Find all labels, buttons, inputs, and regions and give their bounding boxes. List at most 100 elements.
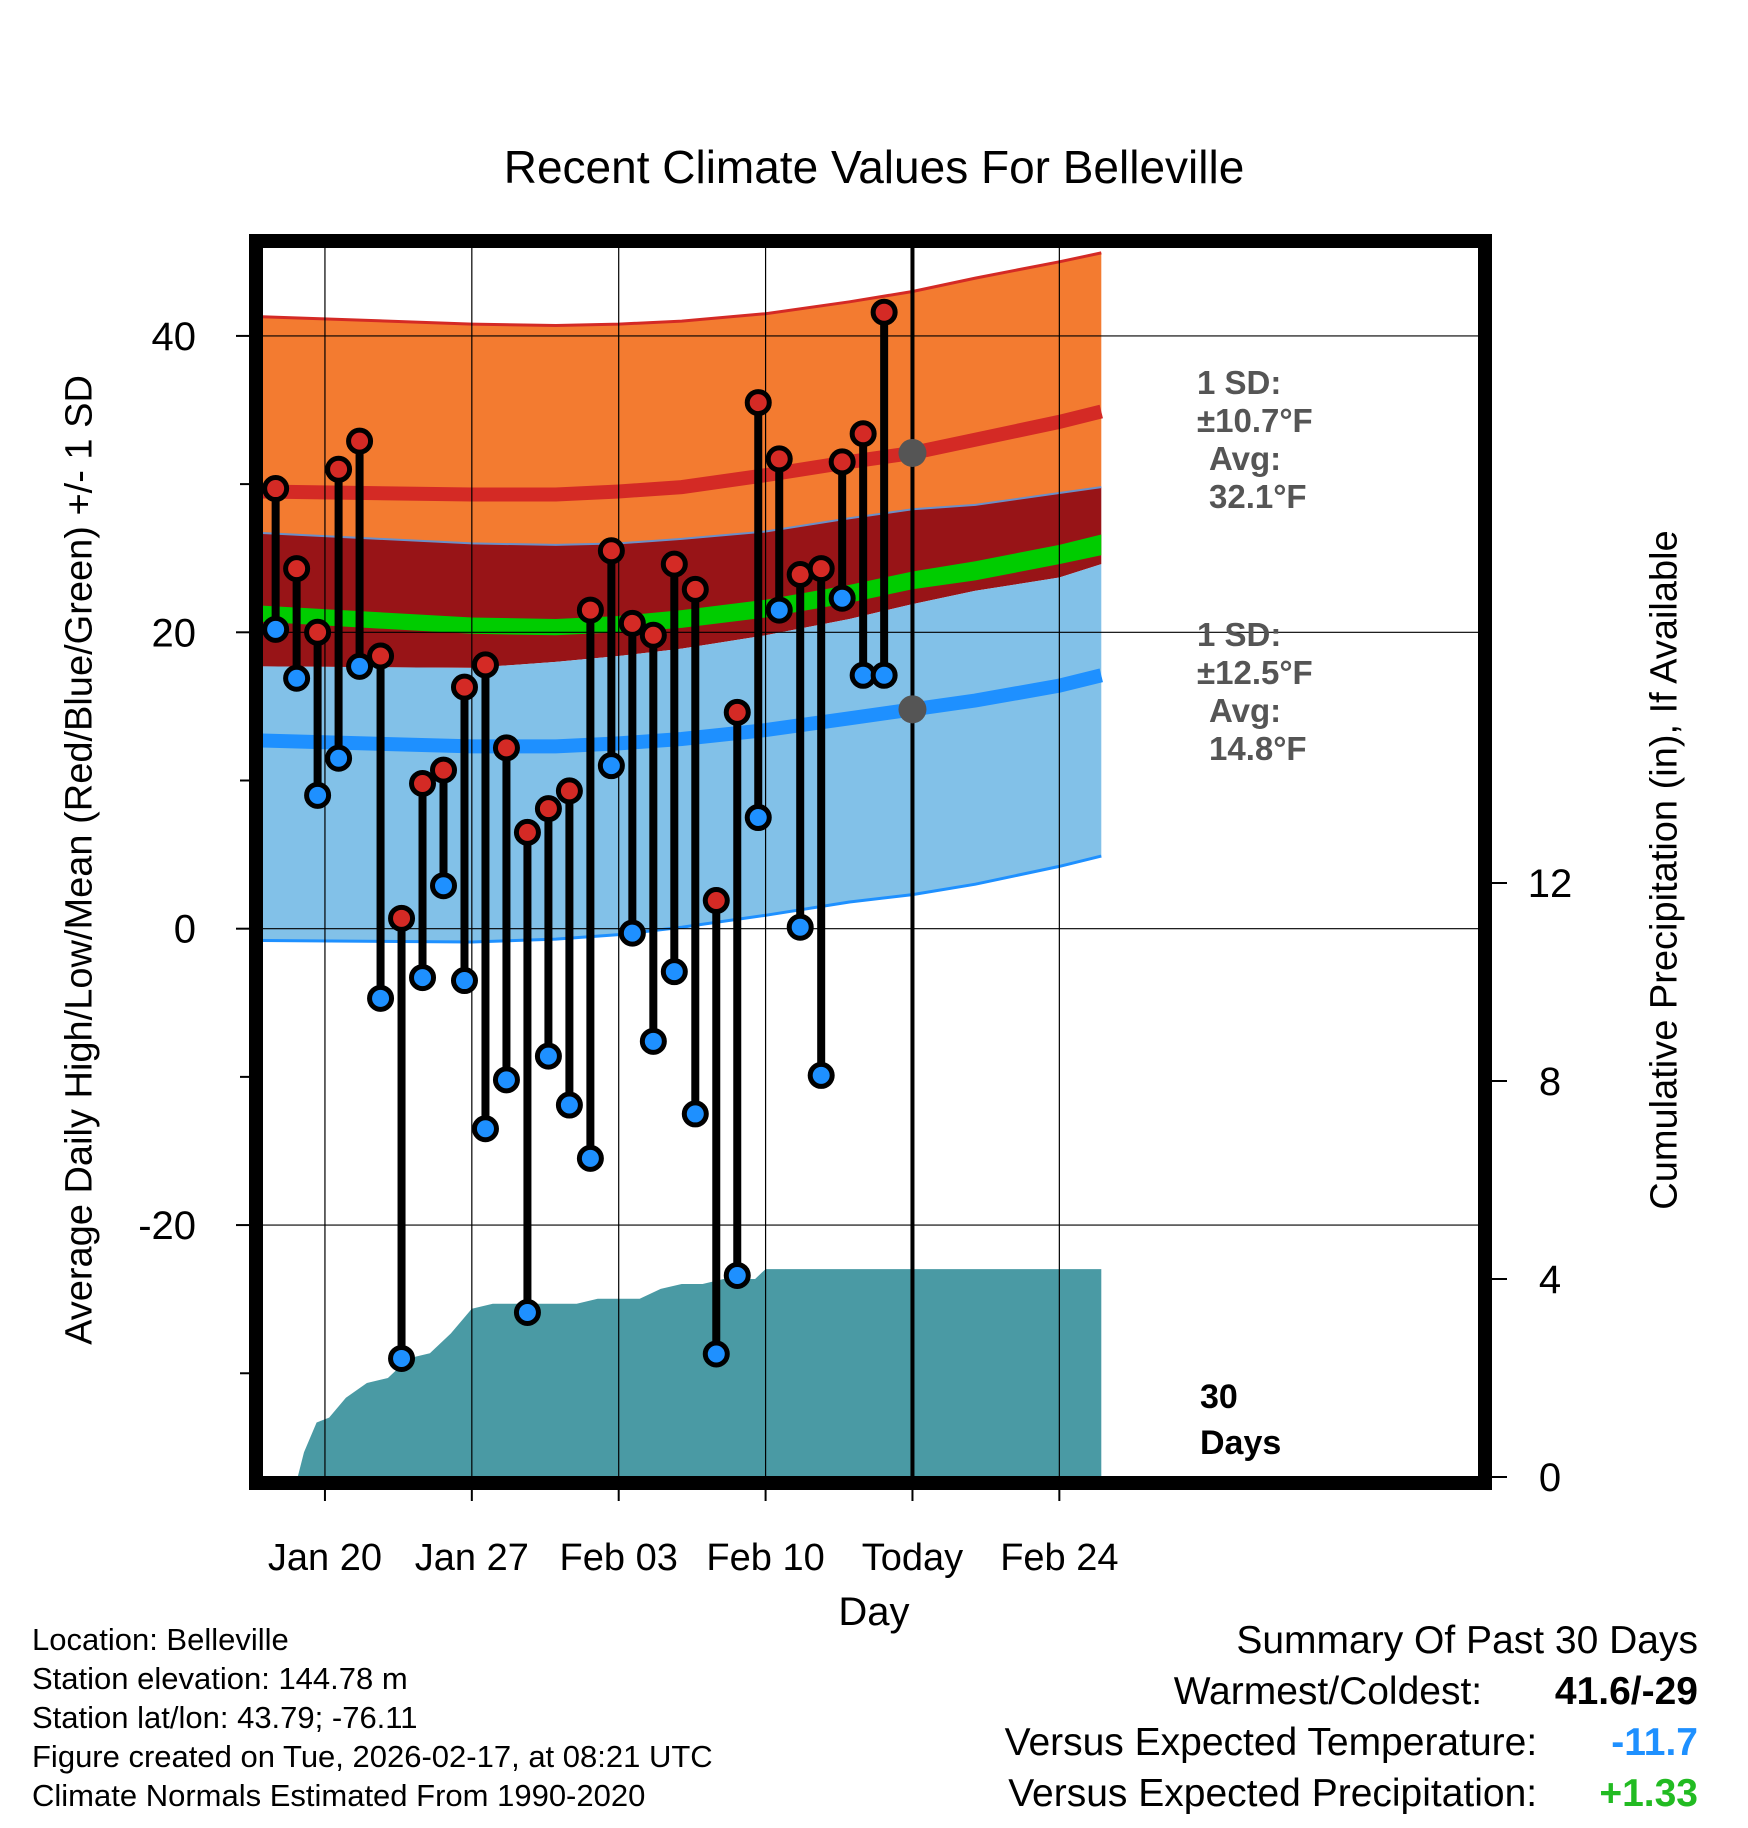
daily-low-point xyxy=(618,919,646,947)
daily-low-point xyxy=(450,967,478,995)
daily-high-point xyxy=(388,904,416,932)
x-tick-label: Jan 20 xyxy=(268,1537,382,1579)
low-avg-marker xyxy=(898,695,927,724)
normals-text: Climate Normals Estimated From 1990-2020 xyxy=(32,1778,646,1813)
x-tick-label: Feb 10 xyxy=(706,1537,824,1579)
daily-high-point xyxy=(534,795,562,823)
summary-warm-cold: Warmest/Coldest: 41.6/-29 xyxy=(1005,1666,1698,1717)
daily-high-point xyxy=(765,445,793,473)
elevation-text: Station elevation: 144.78 m xyxy=(32,1661,408,1696)
x-tick-label: Feb 03 xyxy=(560,1537,678,1579)
daily-low-point xyxy=(471,1115,499,1143)
days-word: Days xyxy=(1200,1424,1282,1462)
summary-panel: Summary Of Past 30 Days Warmest/Coldest:… xyxy=(1005,1615,1698,1819)
low-avg-label: Avg: xyxy=(1209,692,1282,729)
daily-high-point xyxy=(409,769,437,797)
daily-low-point xyxy=(346,652,374,680)
daily-high-point xyxy=(849,420,877,448)
daily-low-point xyxy=(807,1061,835,1089)
temp-value: -11.7 xyxy=(1611,1721,1698,1764)
daily-low-point xyxy=(639,1027,667,1055)
y-tick-label-left: 20 xyxy=(152,611,197,655)
daily-high-point xyxy=(471,651,499,679)
daily-low-point xyxy=(534,1042,562,1070)
daily-high-point xyxy=(744,389,772,417)
latlon-text: Station lat/lon: 43.79; -76.11 xyxy=(32,1700,418,1735)
high-sd-band xyxy=(262,252,1102,545)
warm-cold-label: Warmest/Coldest: xyxy=(1173,1670,1483,1713)
daily-high-point xyxy=(723,698,751,726)
daily-low-point xyxy=(744,804,772,832)
temp-label: Versus Expected Temperature: xyxy=(1004,1721,1538,1764)
y-tick-label-right: 12 xyxy=(1528,862,1573,906)
daily-high-point xyxy=(576,596,604,624)
daily-low-point xyxy=(702,1340,730,1368)
summary-heading: Summary Of Past 30 Days xyxy=(1236,1619,1698,1662)
daily-temperature-series xyxy=(262,298,898,1372)
daily-low-point xyxy=(367,984,395,1012)
daily-low-point xyxy=(555,1091,583,1119)
daily-high-point xyxy=(430,756,458,784)
x-tick-label: Feb 24 xyxy=(1000,1537,1118,1579)
daily-high-point xyxy=(304,618,332,646)
daily-low-point xyxy=(283,664,311,692)
daily-high-point xyxy=(555,777,583,805)
x-tick-label: Today xyxy=(862,1537,963,1579)
high-avg-value: 32.1°F xyxy=(1209,478,1307,515)
x-tick-label: Jan 27 xyxy=(415,1537,529,1579)
daily-high-point xyxy=(367,642,395,670)
daily-high-point xyxy=(870,298,898,326)
chart-title: Recent Climate Values For Belleville xyxy=(503,141,1245,193)
grid-lines xyxy=(262,247,1479,1477)
daily-high-point xyxy=(702,887,730,915)
y-tick-label-left: 40 xyxy=(152,315,197,359)
daily-high-point xyxy=(283,555,311,583)
days-annotation: 30 Days xyxy=(1200,1374,1281,1466)
low-avg-value: 14.8°F xyxy=(1209,730,1307,767)
y-axis-label-right: Cumulative Precipitation (in), If Availa… xyxy=(1643,530,1686,1210)
y-tick-label-right: 0 xyxy=(1539,1456,1561,1500)
daily-low-point xyxy=(597,752,625,780)
low-annotation: 1 SD: ±12.5°F Avg: 14.8°F xyxy=(1197,616,1313,768)
daily-low-point xyxy=(304,781,332,809)
x-axis-label: Day xyxy=(838,1590,910,1634)
y-tick-label-right: 8 xyxy=(1539,1060,1561,1104)
daily-high-point xyxy=(346,427,374,455)
daily-low-point xyxy=(723,1261,751,1289)
high-avg-label: Avg: xyxy=(1209,440,1282,477)
high-sd-label: 1 SD: xyxy=(1197,364,1282,401)
plot-frame xyxy=(249,234,1492,1490)
daily-high-point xyxy=(450,673,478,701)
daily-high-point xyxy=(639,621,667,649)
created-text: Figure created on Tue, 2026-02-17, at 08… xyxy=(32,1739,713,1774)
daily-low-point xyxy=(388,1344,416,1372)
today-line xyxy=(898,239,927,1477)
daily-low-point xyxy=(409,964,437,992)
daily-low-point xyxy=(492,1066,520,1094)
daily-high-point xyxy=(597,537,625,565)
location-text: Location: Belleville xyxy=(32,1622,289,1657)
y-tick-label-left: 0 xyxy=(174,908,196,952)
daily-low-point xyxy=(660,958,688,986)
daily-high-point xyxy=(513,818,541,846)
precip-label: Versus Expected Precipitation: xyxy=(1008,1772,1538,1815)
high-avg-marker xyxy=(898,438,927,467)
high-annotation: 1 SD: ±10.7°F Avg: 32.1°F xyxy=(1197,364,1313,516)
daily-high-point xyxy=(828,448,856,476)
daily-low-point xyxy=(681,1100,709,1128)
daily-low-point xyxy=(513,1299,541,1327)
precipitation-area xyxy=(297,1269,1102,1477)
daily-low-point xyxy=(576,1144,604,1172)
mean-line xyxy=(262,534,1102,636)
daily-high-point xyxy=(325,455,353,483)
days-count: 30 xyxy=(1200,1378,1238,1416)
warm-cold-value: 41.6/-29 xyxy=(1554,1670,1698,1713)
daily-high-point xyxy=(807,555,835,583)
daily-low-point xyxy=(870,661,898,689)
low-sd-value: ±12.5°F xyxy=(1197,654,1313,691)
daily-low-point xyxy=(786,913,814,941)
station-info: Location: Belleville Station elevation: … xyxy=(32,1620,713,1815)
axes: Jan 20 Jan 27 Feb 03 Feb 10 Today Feb 24 40 20 0… xyxy=(138,315,1572,1579)
summary-precip: Versus Expected Precipitation: +1.33 xyxy=(1005,1768,1698,1819)
